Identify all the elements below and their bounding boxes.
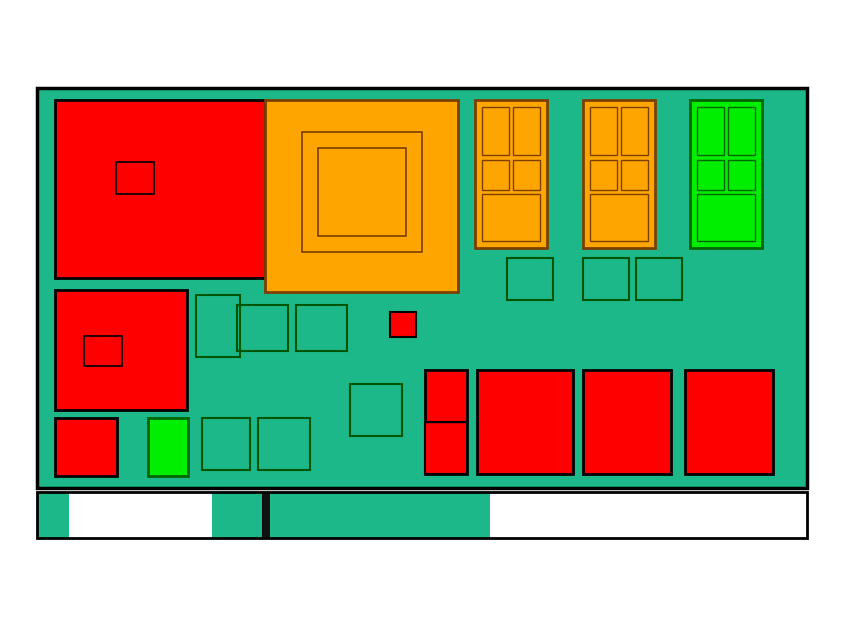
Bar: [37, 492, 807, 538]
Bar: [583, 258, 629, 300]
Bar: [265, 100, 458, 292]
Bar: [697, 194, 755, 241]
Bar: [697, 107, 724, 155]
Bar: [148, 418, 188, 476]
Bar: [482, 160, 509, 190]
Bar: [237, 305, 288, 351]
Bar: [212, 492, 262, 538]
Bar: [621, 107, 648, 155]
Bar: [685, 370, 773, 474]
Bar: [318, 148, 406, 236]
Bar: [728, 107, 755, 155]
Bar: [583, 370, 671, 474]
Bar: [262, 492, 270, 538]
Bar: [258, 418, 310, 470]
Bar: [477, 370, 573, 474]
Bar: [55, 418, 117, 476]
Bar: [513, 107, 540, 155]
Bar: [116, 162, 154, 194]
Bar: [490, 492, 807, 538]
Bar: [425, 422, 467, 474]
Bar: [390, 312, 416, 337]
Bar: [55, 290, 187, 410]
Bar: [69, 492, 212, 538]
Bar: [482, 107, 509, 155]
Bar: [350, 384, 402, 436]
Bar: [590, 194, 648, 241]
Bar: [37, 492, 69, 538]
Bar: [621, 160, 648, 190]
Bar: [507, 258, 553, 300]
Bar: [590, 160, 617, 190]
Bar: [475, 100, 547, 248]
Bar: [202, 418, 250, 470]
Bar: [196, 295, 240, 357]
Bar: [296, 305, 347, 351]
Bar: [636, 258, 682, 300]
Bar: [690, 100, 762, 248]
Bar: [728, 160, 755, 190]
Bar: [84, 336, 122, 366]
Bar: [425, 370, 467, 474]
Bar: [270, 492, 490, 538]
Bar: [513, 160, 540, 190]
Bar: [482, 194, 540, 241]
Bar: [37, 88, 807, 488]
Bar: [583, 100, 655, 248]
Bar: [697, 160, 724, 190]
Bar: [55, 100, 265, 278]
Bar: [302, 132, 422, 252]
Bar: [590, 107, 617, 155]
